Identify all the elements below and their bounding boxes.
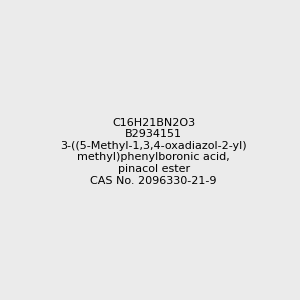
- Text: C16H21BN2O3
B2934151
3-((5-Methyl-1,3,4-oxadiazol-2-yl)
methyl)phenylboronic aci: C16H21BN2O3 B2934151 3-((5-Methyl-1,3,4-…: [60, 118, 247, 185]
